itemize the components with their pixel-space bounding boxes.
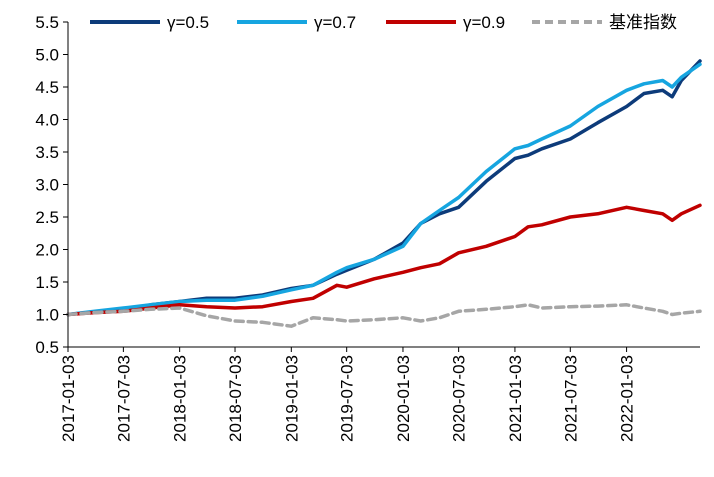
y-tick-label: 5.0 [35, 46, 59, 65]
y-tick-label: 2.5 [35, 208, 59, 227]
y-tick-label: 1.0 [35, 306, 59, 325]
x-tick-label: 2018-07-03 [226, 355, 245, 442]
x-tick-label: 2017-01-03 [59, 355, 78, 442]
x-tick-label: 2020-01-03 [394, 355, 413, 442]
legend-label-2: γ=0.9 [463, 13, 505, 32]
y-tick-label: 3.5 [35, 143, 59, 162]
y-tick-label: 5.5 [35, 13, 59, 32]
y-tick-label: 4.5 [35, 78, 59, 97]
axes-layer: 0.5 1.0 1.5 2.0 2.5 3.0 3.5 4.0 4.5 5.0 5.5 2017-01… [35, 13, 700, 442]
legend-label-0: γ=0.5 [167, 13, 209, 32]
series-line-2 [66, 203, 702, 317]
y-tick-label: 2.0 [35, 241, 59, 260]
legend-label-1: γ=0.7 [314, 13, 356, 32]
legend-label-3: 基准指数 [609, 13, 677, 32]
y-tick-label: 1.5 [35, 273, 59, 292]
series-line-1 [66, 62, 702, 317]
x-tick-label: 2019-01-03 [282, 355, 301, 442]
y-tick-label: 4.0 [35, 111, 59, 130]
x-tick-label: 2017-07-03 [114, 355, 133, 442]
x-tick-label: 2020-07-03 [450, 355, 469, 442]
x-tick-label: 2021-07-03 [561, 355, 580, 442]
y-tick-label: 3.0 [35, 176, 59, 195]
series-line-3 [66, 303, 702, 328]
x-tick-label: 2018-01-03 [171, 355, 190, 442]
x-tick-label: 2019-07-03 [338, 355, 357, 442]
x-tick-label: 2021-01-03 [506, 355, 525, 442]
x-tick-label: 2022-01-03 [618, 355, 637, 442]
y-tick-label: 0.5 [35, 338, 59, 357]
legend: γ=0.5 γ=0.7 γ=0.9 基准指数 [90, 13, 677, 32]
series-layer [66, 59, 702, 328]
